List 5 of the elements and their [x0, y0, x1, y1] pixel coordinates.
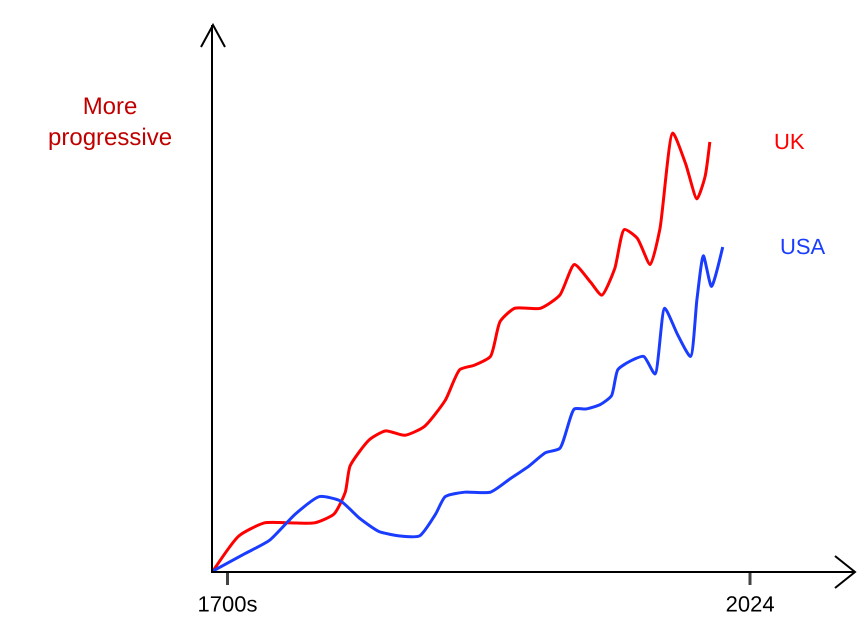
y-axis-title: More progressive [48, 93, 172, 152]
x-tick-label: 2024 [726, 591, 775, 616]
text: UK [774, 129, 805, 154]
text: USA [780, 234, 826, 259]
x-tick-label: 1700s [198, 591, 258, 616]
